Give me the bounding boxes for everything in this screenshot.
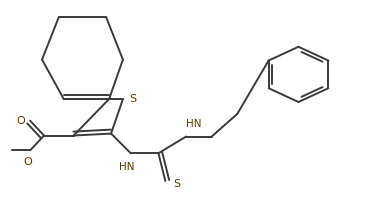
- Text: O: O: [16, 116, 25, 126]
- Text: S: S: [173, 179, 181, 189]
- Text: O: O: [24, 157, 32, 167]
- Text: HN: HN: [186, 119, 202, 129]
- Text: S: S: [129, 94, 136, 104]
- Text: HN: HN: [119, 162, 135, 172]
